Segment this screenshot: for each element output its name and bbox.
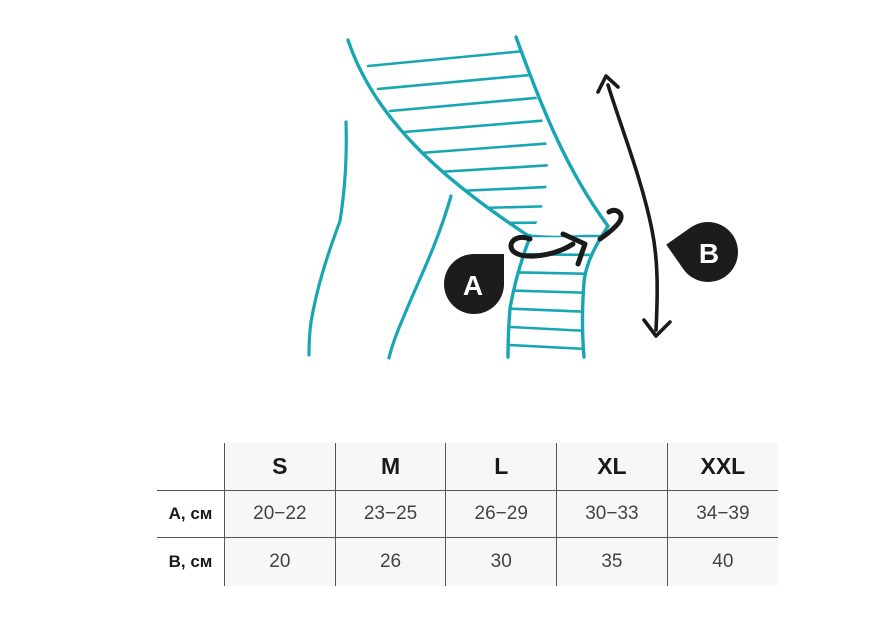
svg-text:B: B xyxy=(699,238,719,269)
svg-text:A: A xyxy=(463,270,483,301)
